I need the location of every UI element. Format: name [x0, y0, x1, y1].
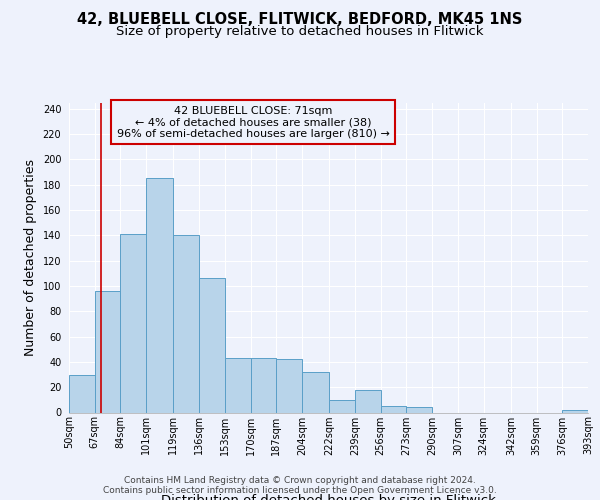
Bar: [146, 178, 173, 412]
X-axis label: Distribution of detached houses by size in Flitwick: Distribution of detached houses by size …: [161, 494, 496, 500]
Text: Contains public sector information licensed under the Open Government Licence v3: Contains public sector information licen…: [103, 486, 497, 495]
Bar: [355, 390, 381, 412]
Bar: [329, 400, 355, 412]
Bar: [173, 236, 199, 412]
Bar: [562, 410, 588, 412]
Text: Size of property relative to detached houses in Flitwick: Size of property relative to detached ho…: [116, 25, 484, 38]
Text: Contains HM Land Registry data © Crown copyright and database right 2024.: Contains HM Land Registry data © Crown c…: [124, 476, 476, 485]
Bar: [406, 408, 432, 412]
Y-axis label: Number of detached properties: Number of detached properties: [24, 159, 37, 356]
Text: 42, BLUEBELL CLOSE, FLITWICK, BEDFORD, MK45 1NS: 42, BLUEBELL CLOSE, FLITWICK, BEDFORD, M…: [77, 12, 523, 28]
Bar: [121, 234, 146, 412]
Bar: [381, 406, 406, 412]
Bar: [251, 358, 276, 412]
Bar: [69, 374, 95, 412]
Bar: [276, 360, 302, 412]
Text: 42 BLUEBELL CLOSE: 71sqm
← 4% of detached houses are smaller (38)
96% of semi-de: 42 BLUEBELL CLOSE: 71sqm ← 4% of detache…: [117, 106, 389, 139]
Bar: [225, 358, 251, 412]
Bar: [199, 278, 225, 412]
Bar: [302, 372, 329, 412]
Bar: [95, 291, 121, 412]
